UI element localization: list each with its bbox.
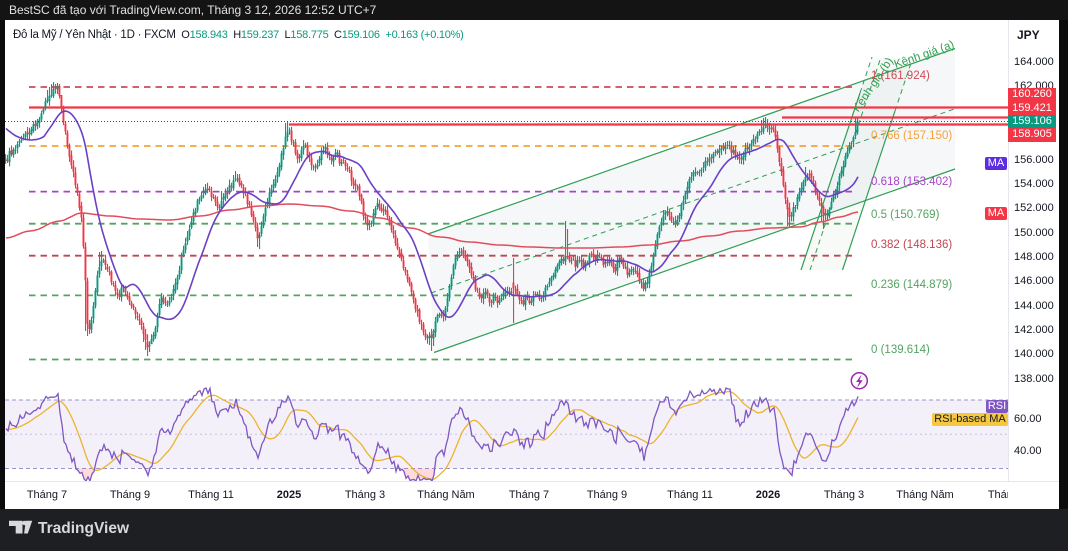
svg-text:TradingView: TradingView [38, 520, 130, 537]
